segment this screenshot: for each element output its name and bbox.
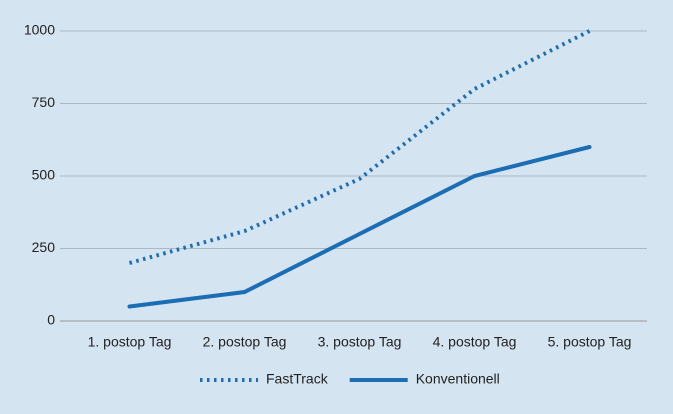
- y-tick-label: 500: [32, 167, 56, 183]
- legend-label: Konventionell: [416, 371, 500, 387]
- x-tick-label: 4. postop Tag: [433, 334, 517, 350]
- y-tick-label: 1000: [24, 22, 55, 38]
- x-tick-label: 5. postop Tag: [548, 334, 632, 350]
- y-tick-label: 750: [32, 94, 56, 110]
- legend-label: FastTrack: [266, 371, 329, 387]
- y-tick-label: 250: [32, 239, 56, 255]
- series-line: [128, 29, 591, 265]
- x-tick-label: 1. postop Tag: [88, 334, 172, 350]
- x-tick-label: 3. postop Tag: [318, 334, 402, 350]
- x-tick-label: 2. postop Tag: [203, 334, 287, 350]
- series-line: [127, 145, 592, 309]
- y-tick-label: 0: [47, 312, 55, 328]
